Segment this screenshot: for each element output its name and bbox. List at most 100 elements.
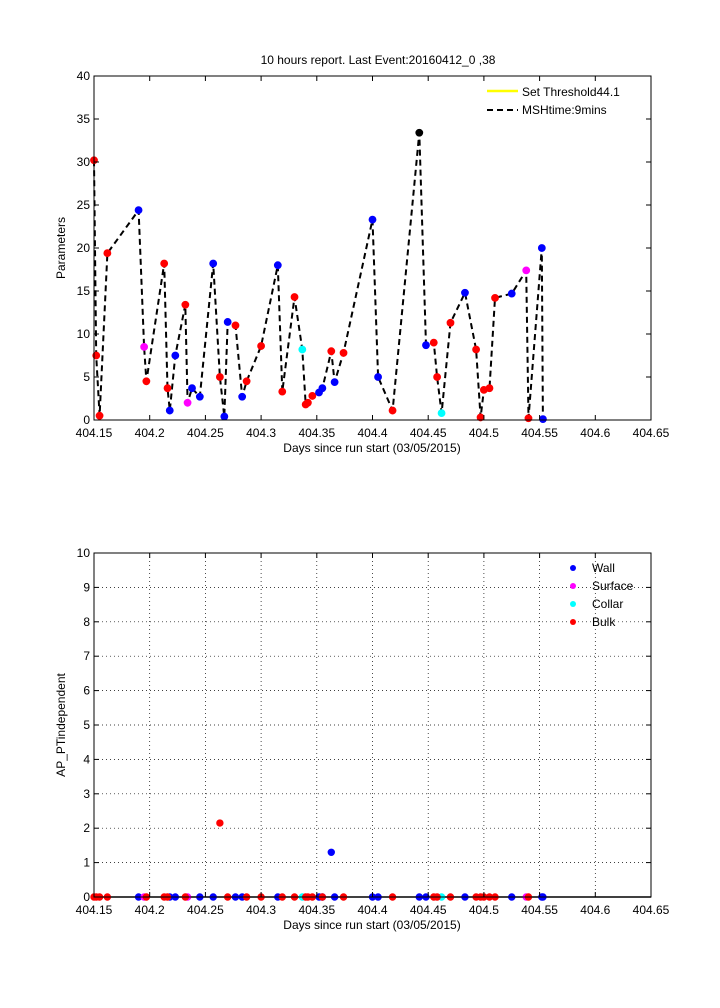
data-point xyxy=(422,341,430,350)
x-tick-label: 404.4 xyxy=(357,903,387,917)
y-tick-label: 40 xyxy=(77,69,91,83)
y-tick-label: 4 xyxy=(83,752,90,766)
data-point xyxy=(388,406,397,415)
scatter-point-bulk xyxy=(216,819,224,827)
x-tick-label: 404.5 xyxy=(469,426,499,440)
data-point xyxy=(472,345,481,354)
data-point xyxy=(140,343,149,351)
data-point xyxy=(278,387,287,396)
x-tick-label: 404.3 xyxy=(246,903,276,917)
y-tick-label: 1 xyxy=(83,856,90,870)
data-point xyxy=(327,347,336,356)
data-point xyxy=(231,321,240,330)
data-point xyxy=(368,215,377,224)
y-tick-label: 6 xyxy=(83,684,90,698)
data-point xyxy=(330,378,339,387)
plot-marks xyxy=(90,128,547,424)
data-point xyxy=(429,338,438,347)
data-point xyxy=(339,349,348,357)
y-tick-label: 30 xyxy=(77,155,91,169)
y-tick-label: 7 xyxy=(83,649,90,663)
legend-label: Bulk xyxy=(592,615,616,629)
x-tick-label: 404.2 xyxy=(135,903,165,917)
axis-ticks: 404.15 404.2 404.25 404.3 404.35 404.4 404.45 4… xyxy=(76,69,670,440)
data-point xyxy=(183,398,192,407)
data-point xyxy=(446,318,455,327)
y-tick-label: 35 xyxy=(77,112,91,126)
x-tick-label: 404.45 xyxy=(410,903,447,917)
data-point xyxy=(215,373,224,381)
data-point xyxy=(188,384,196,393)
x-tick-label: 404.25 xyxy=(187,426,224,440)
y-tick-label: 25 xyxy=(77,198,91,212)
y-tick-label: 15 xyxy=(77,284,91,298)
data-point xyxy=(242,377,251,386)
parameters-chart: 10 hours report. Last Event:20160412_0 ,… xyxy=(54,53,670,455)
data-point xyxy=(181,300,190,309)
series-line-mshtime xyxy=(93,132,544,420)
data-point xyxy=(522,266,531,275)
data-point xyxy=(415,128,424,137)
y-tick-label: 3 xyxy=(83,787,90,801)
y-tick-label: 10 xyxy=(77,546,91,560)
x-tick-label: 404.35 xyxy=(298,426,335,440)
data-point xyxy=(134,206,143,215)
legend-marker-wall xyxy=(570,565,576,571)
data-point xyxy=(171,351,180,360)
data-point xyxy=(103,249,112,258)
data-point xyxy=(195,392,204,401)
legend-marker-bulk xyxy=(570,619,576,625)
legend-marker-collar xyxy=(570,601,576,607)
data-point xyxy=(220,412,229,421)
x-tick-label: 404.15 xyxy=(76,903,113,917)
y-tick-label: 10 xyxy=(77,327,91,341)
y-tick-label: 9 xyxy=(83,580,90,594)
x-tick-label: 404.55 xyxy=(521,426,558,440)
data-point xyxy=(298,345,307,354)
data-point xyxy=(485,384,494,393)
data-point xyxy=(142,377,151,386)
legend-label: Surface xyxy=(592,579,634,593)
y-tick-label: 0 xyxy=(83,413,90,427)
data-point xyxy=(491,293,499,302)
data-point xyxy=(433,373,442,381)
chart-title: 10 hours report. Last Event:20160412_0 ,… xyxy=(261,53,496,67)
y-tick-label: 5 xyxy=(83,370,90,384)
legend-label: Collar xyxy=(592,597,623,611)
data-point xyxy=(303,398,312,407)
x-tick-label: 404.65 xyxy=(633,903,670,917)
x-tick-label: 404.55 xyxy=(521,903,558,917)
data-point xyxy=(273,261,282,270)
x-tick-label: 404.15 xyxy=(76,426,113,440)
y-tick-label: 0 xyxy=(83,890,90,904)
legend-marker-surface xyxy=(570,583,576,589)
x-tick-label: 404.6 xyxy=(580,903,610,917)
data-point xyxy=(257,342,266,350)
axis-ticks: 404.15 404.2 404.25 404.3 404.35 404.4 404.45 4… xyxy=(76,546,670,917)
axes-frame xyxy=(93,75,652,421)
y-tick-label: 20 xyxy=(77,241,91,255)
data-point xyxy=(437,409,446,418)
data-point xyxy=(507,289,516,298)
data-point xyxy=(92,351,101,360)
data-point xyxy=(165,406,174,415)
data-point xyxy=(539,415,547,424)
grid xyxy=(93,552,652,898)
x-tick-label: 404.25 xyxy=(187,903,224,917)
data-point xyxy=(374,373,382,381)
plot-marks xyxy=(90,819,651,901)
y-axis-label: Parameters xyxy=(54,217,68,279)
legend: Set Threshold44.1 MSHtime:9mins xyxy=(487,85,620,117)
data-point xyxy=(308,392,317,400)
x-tick-label: 404.4 xyxy=(357,426,387,440)
x-tick-label: 404.2 xyxy=(135,426,165,440)
data-point xyxy=(524,414,533,423)
x-axis-label: Days since run start (03/05/2015) xyxy=(283,441,460,455)
legend-label: MSHtime:9mins xyxy=(522,103,607,117)
data-point xyxy=(95,411,104,420)
y-tick-label: 5 xyxy=(83,718,90,732)
y-axis-label: AP_PTindependent xyxy=(54,673,68,777)
legend-label: Wall xyxy=(592,561,615,575)
x-tick-label: 404.45 xyxy=(410,426,447,440)
